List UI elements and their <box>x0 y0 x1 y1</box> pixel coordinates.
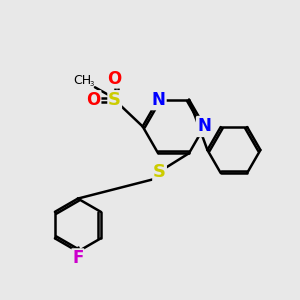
Text: O: O <box>107 70 122 88</box>
Text: F: F <box>72 249 83 267</box>
Text: N: N <box>197 117 212 135</box>
Text: S: S <box>108 91 121 109</box>
Text: S: S <box>153 164 166 181</box>
Text: CH: CH <box>73 74 91 87</box>
Text: O: O <box>86 91 100 109</box>
Text: N: N <box>151 91 165 109</box>
Text: $_3$: $_3$ <box>89 79 95 89</box>
